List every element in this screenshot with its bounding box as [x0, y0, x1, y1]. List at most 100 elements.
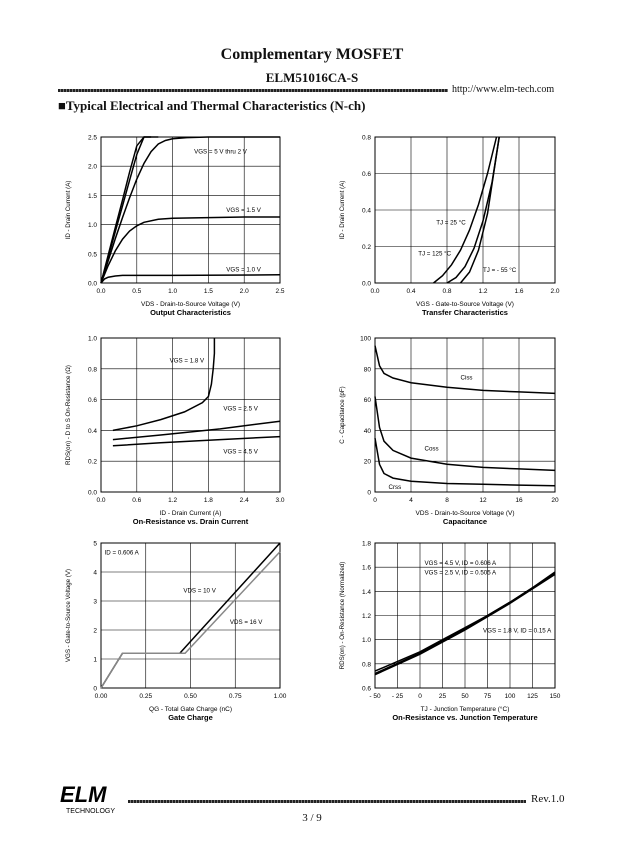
- series-line: [374, 437, 556, 487]
- y-tick-label: 0.8: [362, 135, 371, 142]
- y-tick-label: 100: [360, 336, 371, 343]
- y-tick-label: 40: [364, 428, 372, 435]
- x-tick-label: 0.75: [229, 693, 242, 700]
- annotation-label: VGS = 1.8 V: [170, 358, 205, 365]
- x-tick-label: 0: [373, 497, 377, 504]
- x-tick-label: 16: [515, 497, 523, 504]
- chart-4: 0 4 8 12 16 20 0 20 40 60 80 100 Ciss Coss Crss VDS - D…: [339, 336, 559, 527]
- x-tick-label: 2.4: [240, 497, 249, 504]
- header-rule: [58, 89, 448, 92]
- y-tick-label: 3: [93, 599, 97, 606]
- series-line: [112, 435, 281, 447]
- website-url[interactable]: http://www.elm-tech.com: [452, 84, 555, 95]
- annotation-label: VGS = 5 V thru 2 V: [194, 148, 248, 155]
- y-axis-label: RDS(on) - D to S On-Resistance (Ω): [65, 365, 72, 465]
- series-line: [112, 338, 216, 432]
- annotation-label: VDS = 10 V: [183, 587, 216, 594]
- x-tick-label: 0.0: [96, 288, 105, 295]
- chart-6: - 50 - 25 0 25 50 75 100 125 150 0.6 0.8 1.0 1.2 1.4 1…: [339, 541, 561, 723]
- y-tick-label: 0.0: [88, 281, 97, 288]
- y-tick-label: 4: [93, 570, 97, 577]
- chart-caption: Gate Charge: [168, 713, 213, 722]
- x-axis-label: QG - Total Gate Charge (nC): [149, 706, 232, 713]
- annotation-label: VGS = 1.0 V: [226, 266, 261, 273]
- x-axis-label: VDS - Drain-to-Source Voltage (V): [416, 510, 515, 517]
- logo-text: ELM: [60, 782, 107, 807]
- x-tick-label: 25: [439, 693, 447, 700]
- y-tick-label: 1.0: [88, 222, 97, 229]
- annotation-label: Crss: [389, 484, 402, 491]
- x-axis-label: VGS - Gate-to-Source Voltage (V): [416, 301, 514, 308]
- revision-label: Rev.1.0: [531, 793, 565, 805]
- x-tick-label: 0.50: [184, 693, 197, 700]
- plot-frame: [374, 337, 556, 493]
- elm-logo: ELM TECHNOLOGY: [60, 782, 115, 815]
- x-tick-label: 125: [527, 693, 538, 700]
- y-tick-label: 20: [364, 459, 372, 466]
- y-axis-label: VGS - Gate-to-Source Voltage (V): [65, 569, 72, 662]
- series-line: [100, 136, 280, 284]
- x-axis-label: ID - Drain Current (A): [160, 510, 222, 517]
- y-tick-label: 0.0: [362, 281, 371, 288]
- logo-subtext: TECHNOLOGY: [66, 808, 115, 815]
- y-tick-label: 5: [93, 541, 97, 548]
- x-tick-label: 150: [550, 693, 561, 700]
- x-tick-label: 75: [484, 693, 492, 700]
- x-tick-label: 3.0: [275, 497, 284, 504]
- page-number: 3 / 9: [302, 812, 322, 824]
- annotation-label: VGS = 1.5 V: [226, 207, 261, 214]
- series-line: [100, 274, 281, 284]
- document-title: Complementary MOSFET: [220, 46, 404, 63]
- series-line: [374, 573, 556, 676]
- annotation-label: Ciss: [461, 375, 473, 382]
- y-tick-label: 1.0: [88, 336, 97, 343]
- x-tick-label: 20: [551, 497, 559, 504]
- x-tick-label: 0.5: [132, 288, 141, 295]
- series-line: [433, 136, 498, 284]
- y-tick-label: 0: [367, 490, 371, 497]
- y-axis-label: C - Capacitance (pF): [339, 386, 346, 443]
- y-tick-label: 0.4: [88, 428, 97, 435]
- y-tick-label: 0: [93, 686, 97, 693]
- x-tick-label: 0.4: [406, 288, 415, 295]
- y-tick-label: 1.4: [362, 589, 371, 596]
- y-tick-label: 2.5: [88, 135, 97, 142]
- x-tick-label: 1.6: [514, 288, 523, 295]
- x-tick-label: 1.5: [204, 288, 213, 295]
- y-tick-label: 0.2: [88, 459, 97, 466]
- x-tick-label: 0.25: [139, 693, 152, 700]
- x-tick-label: 1.0: [168, 288, 177, 295]
- x-axis-label: TJ - Junction Temperature (°C): [421, 705, 510, 713]
- annotation-label: VDS = 16 V: [230, 619, 263, 626]
- y-tick-label: 1.5: [88, 193, 97, 200]
- x-tick-label: 0: [418, 693, 422, 700]
- chart-1: 0.0 0.5 1.0 1.5 2.0 2.5 0.0 0.5 1.0 1.5 2.0 2.5 VGS …: [65, 135, 285, 318]
- x-tick-label: 0.6: [132, 497, 141, 504]
- annotation-label: TJ = 125 °C: [418, 251, 451, 258]
- x-axis-label: VDS - Drain-to-Source Voltage (V): [141, 301, 240, 308]
- series-line: [100, 136, 152, 284]
- y-tick-label: 0.8: [362, 661, 371, 668]
- x-tick-label: 1.2: [478, 288, 487, 295]
- chart-5: 0.00 0.25 0.50 0.75 1.00 0 1 2 3 4 5 ID = 0.606 A VD…: [65, 541, 287, 723]
- part-number: ELM51016CA-S: [265, 70, 359, 85]
- chart-2: 0.0 0.4 0.8 1.2 1.6 2.0 0.0 0.2 0.4 0.6 0.8 TJ = 25…: [339, 135, 560, 318]
- plot-frame: [374, 136, 556, 284]
- y-tick-label: 80: [364, 366, 372, 373]
- section-title: ■Typical Electrical and Thermal Characte…: [58, 98, 366, 113]
- x-tick-label: 100: [505, 693, 516, 700]
- series-line: [374, 571, 556, 675]
- plot-frame: [100, 337, 281, 493]
- chart-caption: On-Resistance vs. Junction Temperature: [392, 713, 537, 722]
- y-tick-label: 60: [364, 397, 372, 404]
- x-tick-label: 50: [461, 693, 469, 700]
- y-tick-label: 0.6: [362, 171, 371, 178]
- y-tick-label: 1.2: [362, 613, 371, 620]
- footer-rule: [128, 800, 526, 803]
- x-tick-label: - 50: [369, 693, 381, 700]
- y-axis-label: ID - Drain Current (A): [339, 181, 346, 240]
- annotation-label: TJ = - 55 °C: [483, 267, 517, 274]
- y-tick-label: 0.6: [362, 686, 371, 693]
- y-tick-label: 1.8: [362, 541, 371, 548]
